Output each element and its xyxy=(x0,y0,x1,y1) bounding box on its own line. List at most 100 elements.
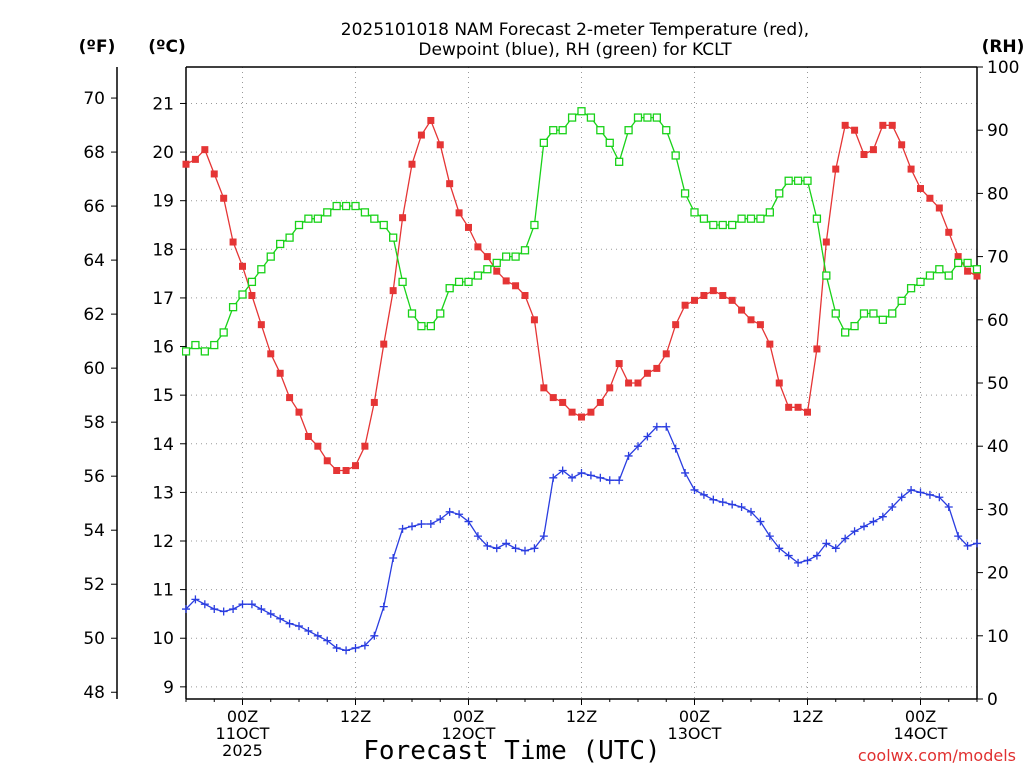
temperature-point xyxy=(182,160,190,168)
rh-point xyxy=(182,347,191,356)
dewpoint-point xyxy=(671,444,680,453)
temperature-point xyxy=(672,321,680,329)
fahrenheit-tick-label: 56 xyxy=(83,467,105,487)
dewpoint-point xyxy=(398,524,407,533)
temperature-point xyxy=(813,345,821,353)
rh-point xyxy=(228,303,238,312)
dewpoint-point xyxy=(351,643,360,652)
temperature-point xyxy=(559,398,567,406)
temperature-point xyxy=(681,301,689,309)
dewpoint-point xyxy=(850,527,859,536)
dewpoint-point xyxy=(916,488,925,497)
dewpoint-point xyxy=(586,471,595,480)
dewpoint-point xyxy=(323,636,332,645)
celsius-tick-label: 19 xyxy=(152,192,174,212)
temperature-point xyxy=(945,228,953,236)
rh-point xyxy=(906,284,916,293)
temperature-point xyxy=(436,141,444,149)
rh-point xyxy=(313,214,322,223)
dewpoint-point xyxy=(539,532,548,541)
temperature-point xyxy=(719,291,727,299)
dewpoint-point xyxy=(841,534,850,543)
temperature-point xyxy=(248,291,256,299)
rh-point xyxy=(615,157,624,166)
dewpoint-point xyxy=(615,476,624,485)
temperature-point xyxy=(625,379,633,387)
temperature-point xyxy=(370,398,378,406)
dewpoint-point xyxy=(718,498,727,507)
rh-point xyxy=(567,113,577,122)
temperature-point xyxy=(483,253,491,261)
temperature-point xyxy=(935,204,943,212)
temperature-point xyxy=(794,403,802,411)
x-tick-label: 14OCT xyxy=(894,724,948,743)
dewpoint-point xyxy=(182,605,190,614)
temperature-point xyxy=(276,369,284,377)
dewpoint-point xyxy=(897,493,906,502)
dewpoint-point xyxy=(285,619,294,628)
rh-point xyxy=(445,284,454,293)
fahrenheit-tick-label: 60 xyxy=(83,359,105,379)
rh-tick-label: 90 xyxy=(987,121,1009,141)
temperature-point xyxy=(191,155,199,163)
rh-point xyxy=(483,265,492,274)
rh-tick-label: 40 xyxy=(987,437,1009,457)
rh-point xyxy=(238,290,247,299)
rh-point xyxy=(407,309,417,318)
temperature-point xyxy=(286,394,294,402)
temperature-point xyxy=(446,180,454,188)
fahrenheit-tick-label: 58 xyxy=(83,413,105,433)
rh-point xyxy=(633,113,643,122)
dewpoint-point xyxy=(530,544,539,553)
rh-point xyxy=(379,220,388,230)
rh-point xyxy=(492,258,501,268)
x-axis-label: Forecast Time (UTC) xyxy=(363,736,660,766)
rh-point xyxy=(972,265,981,274)
dewpoint-point xyxy=(426,519,435,528)
x-tick-label: 12Z xyxy=(792,707,823,726)
temperature-point xyxy=(229,238,237,246)
temperature-point xyxy=(455,209,463,217)
credit-text: coolwx.com/models xyxy=(858,746,1016,765)
x-tick-label: 00Z xyxy=(905,707,936,726)
dewpoint-point xyxy=(624,451,633,460)
rh-point xyxy=(925,271,935,280)
dewpoint-point xyxy=(699,490,708,499)
dewpoint-point xyxy=(304,626,313,635)
temperature-point xyxy=(210,170,218,178)
dewpoint-point xyxy=(191,595,200,604)
rh-point xyxy=(897,296,906,305)
temperature-point xyxy=(399,214,407,222)
temperature-point xyxy=(841,121,849,129)
celsius-tick-label: 18 xyxy=(152,240,174,260)
rh-point xyxy=(266,252,275,261)
temperature-point xyxy=(380,340,388,348)
rh-tick-label: 80 xyxy=(987,184,1009,204)
rh-tick-label: 0 xyxy=(987,690,998,710)
temperature-point xyxy=(408,160,416,168)
x-tick-label: 12Z xyxy=(566,707,597,726)
tick-labels: 48 50 52 54 56 58 60 62 64 66 68 70 9 10 11 12 13 14 15 16 1… xyxy=(83,58,1019,760)
fahrenheit-tick-label: 70 xyxy=(83,89,105,109)
temperature-point xyxy=(417,131,425,139)
dewpoint-point xyxy=(332,643,341,652)
series-group xyxy=(182,107,981,655)
temperature-point xyxy=(756,321,764,329)
dewpoint-point xyxy=(436,515,445,524)
fahrenheit-tick-label: 54 xyxy=(83,521,105,541)
dewpoint-point xyxy=(295,622,303,631)
dewpoint-point xyxy=(370,631,379,640)
dewpoint-point xyxy=(784,551,793,560)
dewpoint-point xyxy=(558,466,567,475)
dewpoint-point xyxy=(219,607,228,616)
celsius-unit-label: (ºC) xyxy=(148,37,186,57)
temperature-point xyxy=(389,287,397,295)
dewpoint-point xyxy=(511,544,520,553)
rh-point xyxy=(323,208,332,217)
rh-point xyxy=(793,176,803,185)
celsius-tick-label: 9 xyxy=(163,678,174,698)
rh-point xyxy=(718,220,727,230)
temperature-point xyxy=(361,442,369,450)
rh-point xyxy=(473,271,483,280)
data-series xyxy=(182,107,981,655)
